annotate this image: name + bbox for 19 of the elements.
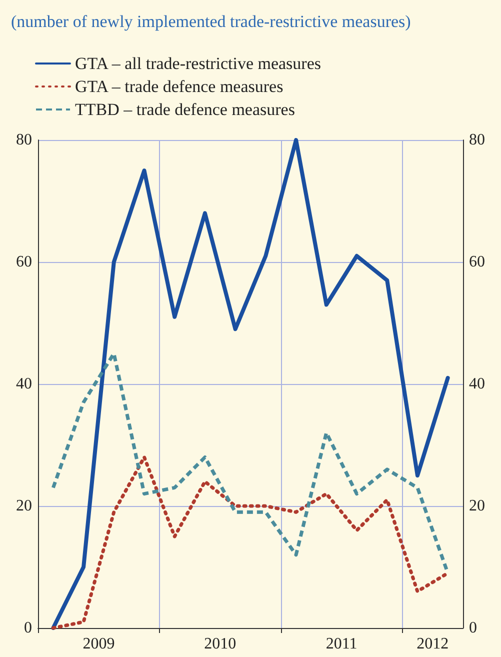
x-tick-label: 2010 [204, 636, 236, 652]
x-tick-label: 2012 [416, 636, 449, 652]
line-series [51, 138, 450, 630]
x-tick-label: 2009 [82, 636, 115, 652]
legend-label: GTA – all trade-restrictive measures [75, 54, 321, 73]
legend-label: GTA – trade defence measures [75, 77, 284, 96]
y-tick-label: 20 [16, 498, 32, 514]
y2-tick-label: 20 [469, 498, 485, 514]
x-tick-label: 2011 [326, 636, 358, 652]
y2-tick-label: 40 [469, 376, 485, 392]
y-tick-label: 40 [16, 376, 32, 392]
y2-tick-label: 0 [469, 620, 477, 636]
legend-label: TTBD – trade defence measures [75, 100, 295, 119]
chart-subtitle: (number of newly implemented trade-restrictive measures) [11, 12, 411, 31]
y2-tick-label: 80 [469, 132, 485, 148]
y-tick-label: 0 [24, 620, 32, 636]
y2-tick-label: 60 [469, 254, 485, 270]
y-tick-label: 60 [16, 254, 32, 270]
y-tick-label: 80 [16, 132, 32, 148]
